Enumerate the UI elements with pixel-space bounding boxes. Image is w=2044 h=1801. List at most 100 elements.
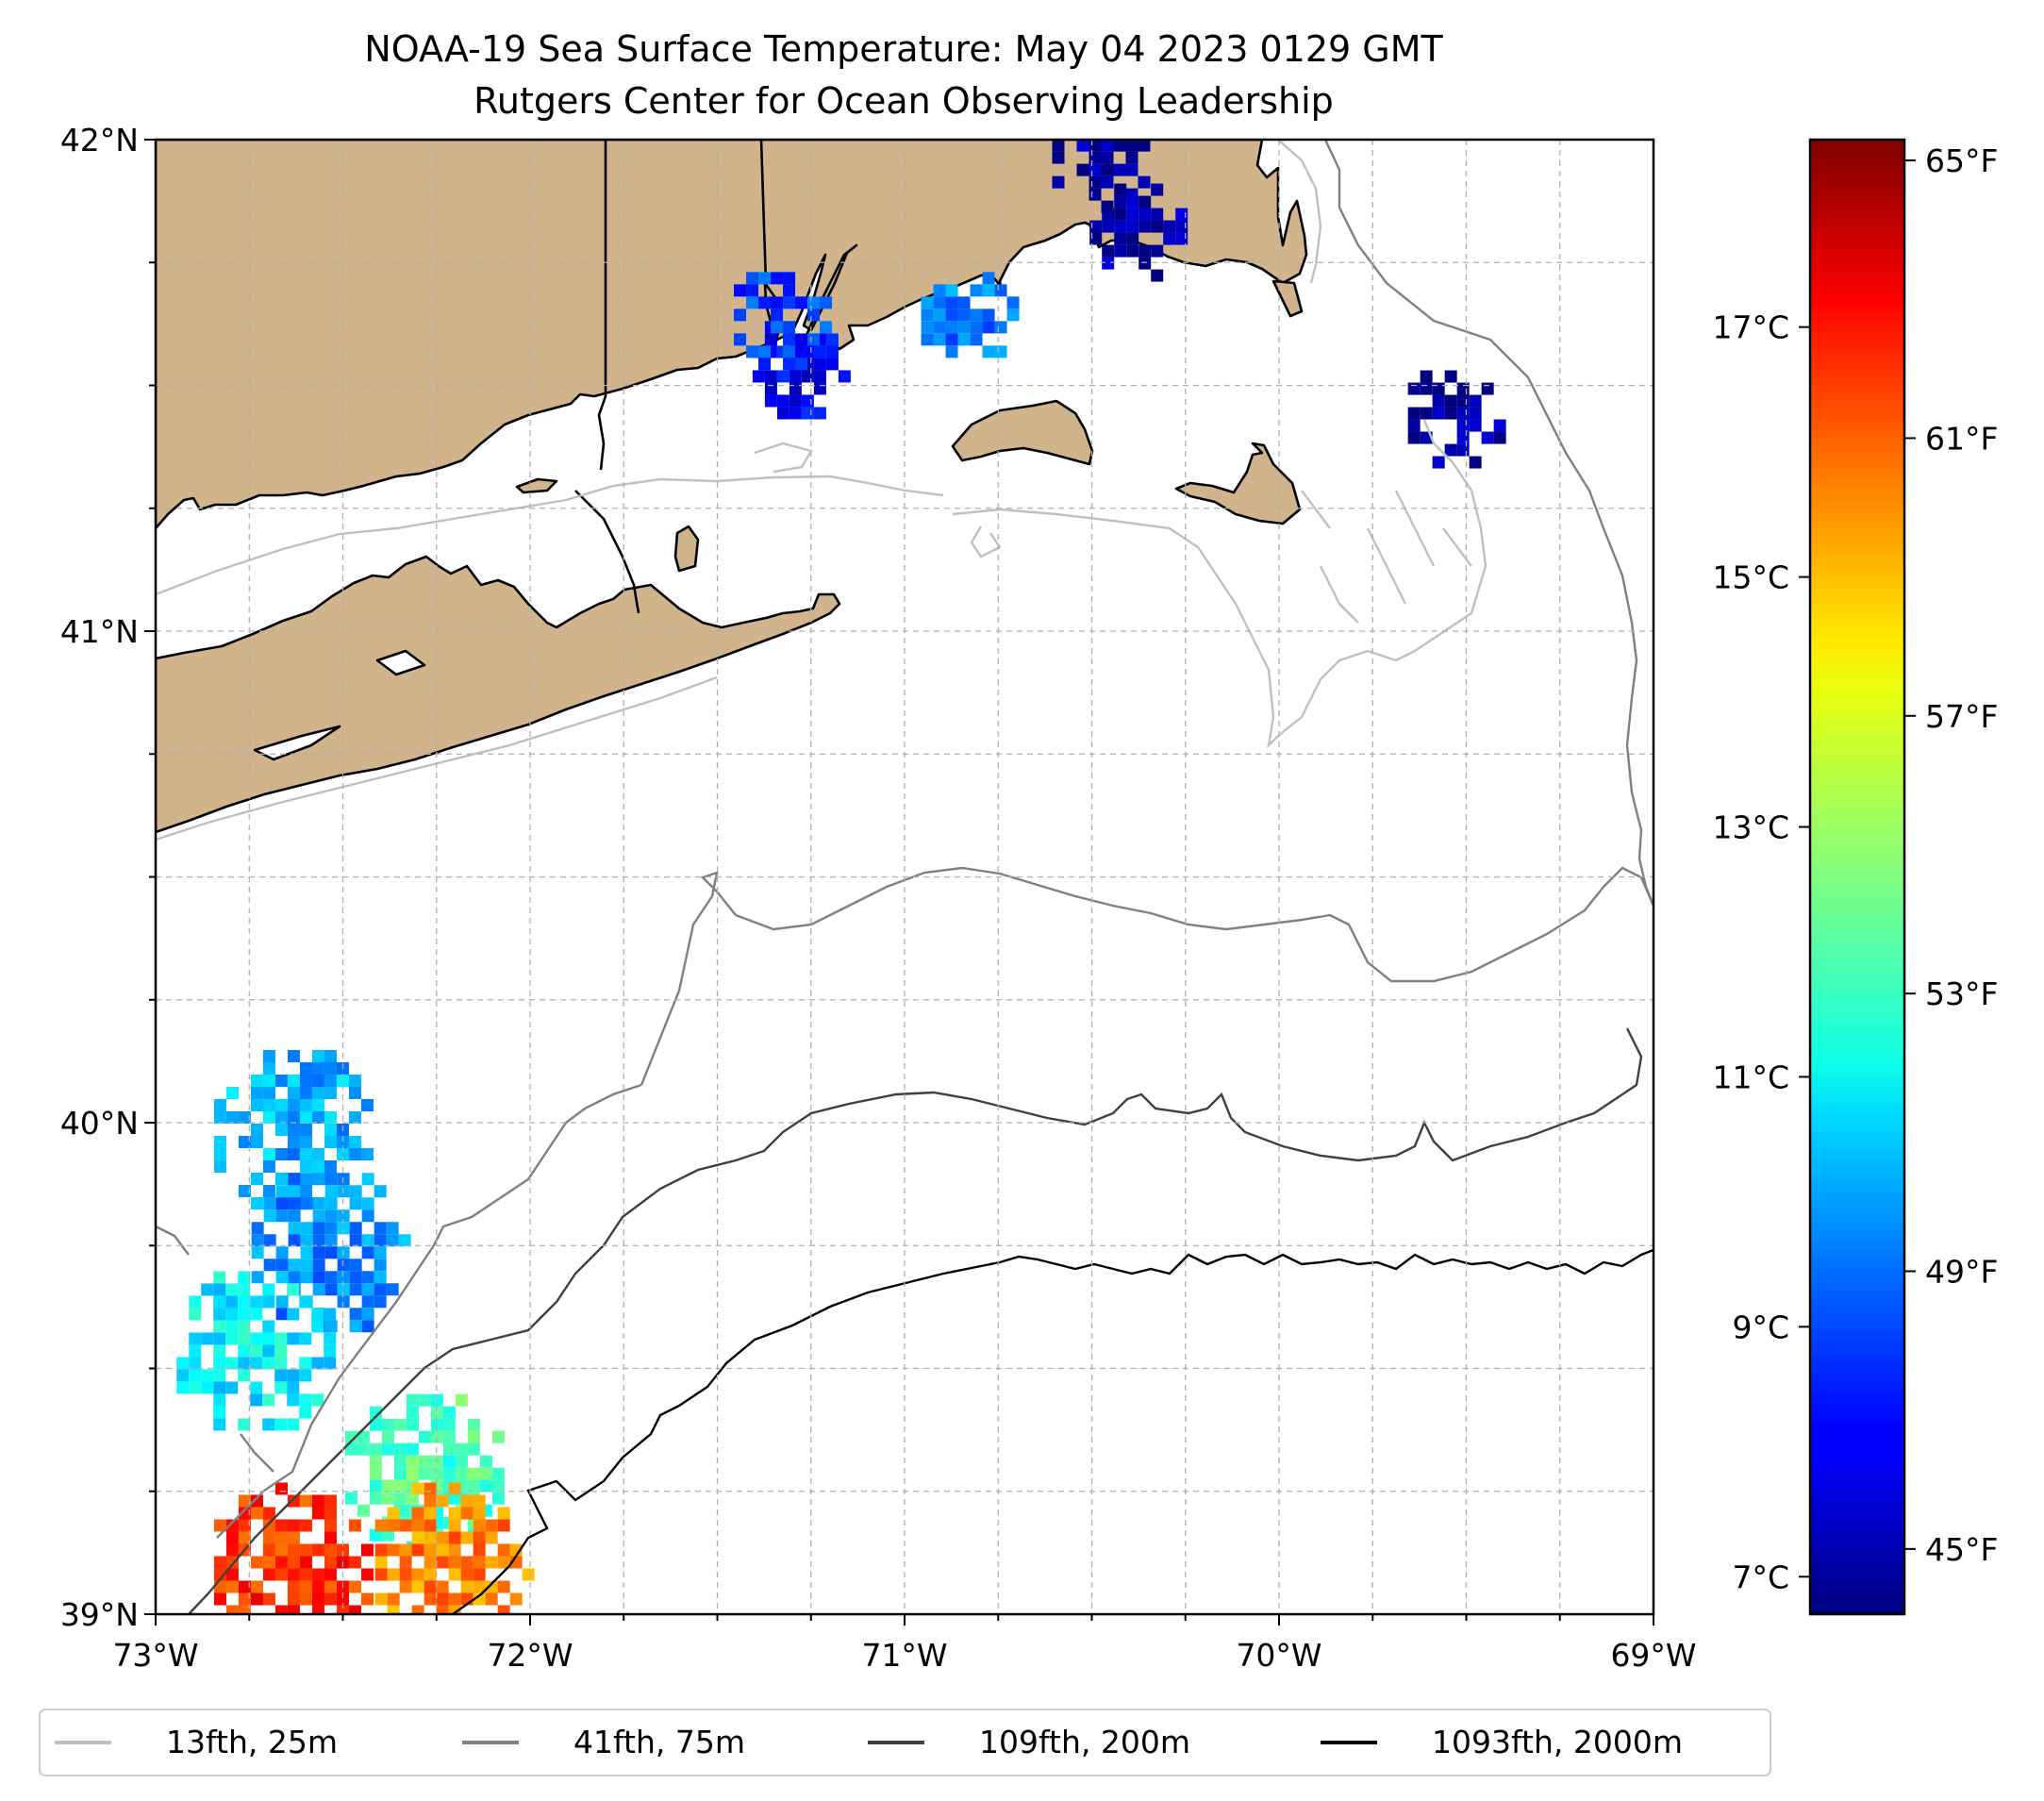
contour-25m-nantucket-shoals: [952, 419, 1487, 749]
sst-pixel: [225, 1332, 239, 1345]
sst-pixel: [299, 1332, 312, 1345]
sst-pixel: [1493, 431, 1506, 444]
sst-pixel: [349, 1271, 362, 1284]
sst-pixel: [982, 309, 995, 322]
sst-pixel: [225, 1580, 239, 1593]
sst-pixel: [982, 345, 995, 359]
sst-pixel: [275, 1308, 289, 1321]
sst-pixel: [238, 1271, 251, 1284]
sst-pixel: [213, 1519, 226, 1532]
sst-pixel: [1138, 220, 1152, 233]
sst-pixel: [1114, 244, 1127, 258]
sst-pixel: [348, 1111, 361, 1124]
sst-pixel: [288, 1259, 301, 1272]
sst-pixel: [424, 1593, 437, 1606]
sst-pixel: [789, 407, 802, 420]
sst-pixel: [746, 272, 759, 285]
sst-pixel: [374, 1234, 387, 1247]
sst-pixel: [189, 1369, 202, 1382]
contour-75m-nj: [156, 1225, 274, 1473]
sst-pixel: [324, 1344, 337, 1358]
sst-pixel: [336, 1593, 349, 1606]
sst-pixel: [374, 1271, 387, 1284]
sst-pixel: [250, 1556, 263, 1569]
sst-pixel: [1126, 220, 1139, 233]
sst-pixel: [1444, 370, 1457, 383]
sst-pixel: [1456, 382, 1470, 395]
sst-pixel: [324, 1197, 338, 1210]
sst-pixel: [349, 1185, 362, 1198]
sst-pixel: [764, 370, 777, 383]
sst-pixel: [369, 1455, 382, 1468]
sst-pixel: [467, 1430, 480, 1443]
sst-pixel: [262, 1087, 275, 1099]
sst-pixel: [176, 1357, 190, 1370]
contour-200m-shelf-edge: [424, 1027, 1643, 1369]
sst-pixel: [360, 1148, 374, 1160]
sst-pixel: [970, 333, 983, 346]
sst-pixel: [225, 1308, 239, 1321]
sst-pixel: [1088, 175, 1102, 189]
sst-pixel: [349, 1234, 362, 1247]
sst-patch: [213, 1050, 374, 1209]
sst-pixel: [783, 321, 796, 334]
sst-pixel: [411, 1580, 424, 1593]
sst-pixel: [1113, 163, 1126, 176]
sst-pixel: [734, 284, 747, 297]
legend-label: 41fth, 75m: [573, 1724, 745, 1760]
sst-pixel: [1432, 407, 1445, 420]
sst-pixel: [311, 1087, 324, 1099]
sst-pixel: [479, 1479, 492, 1492]
sst-pixel: [424, 1568, 437, 1581]
sst-data-layer: [176, 140, 1506, 1629]
sst-pixel: [238, 1593, 251, 1606]
sst-pixel: [299, 1406, 312, 1419]
sst-pixel: [262, 1393, 275, 1407]
sst-pixel: [348, 1136, 361, 1148]
sst-pixel: [994, 345, 1007, 359]
sst-pixel: [324, 1209, 338, 1223]
sst-pixel: [287, 1605, 300, 1614]
sst-pixel: [813, 407, 826, 420]
sst-pixel: [1138, 140, 1151, 152]
sst-pixel: [393, 1455, 407, 1468]
sst-pixel: [1481, 382, 1494, 395]
sst-pixel: [250, 1494, 263, 1508]
sst-pixel: [300, 1271, 313, 1284]
colorbar-celsius-label: 15°C: [1712, 559, 1789, 596]
sst-pixel: [467, 1479, 480, 1492]
sst-pixel: [311, 1357, 324, 1370]
sst-pixel: [274, 1111, 288, 1124]
sst-pixel: [324, 1332, 337, 1345]
sst-pixel: [312, 1173, 325, 1186]
sst-pixel: [344, 1430, 357, 1443]
sst-pixel: [311, 1308, 324, 1321]
sst-pixel: [250, 1308, 263, 1321]
sst-pixel: [324, 1507, 337, 1520]
sst-pixel: [1407, 431, 1421, 444]
sst-pixel: [287, 1332, 300, 1345]
sst-pixel: [369, 1467, 382, 1480]
sst-pixel: [460, 1568, 474, 1581]
sst-pixel: [474, 1617, 486, 1629]
sst-pixel: [287, 1393, 300, 1407]
sst-pixel: [1469, 419, 1482, 432]
sst-pixel: [424, 1556, 437, 1569]
sst-pixel: [442, 1467, 456, 1480]
sst-pixel: [838, 370, 851, 383]
sst-pixel: [360, 1568, 374, 1581]
sst-pixel: [771, 272, 784, 285]
sst-pixel: [213, 1295, 226, 1309]
sst-pixel: [921, 296, 934, 309]
sst-pixel: [250, 1124, 263, 1136]
sst-pixel: [251, 1222, 264, 1235]
sst-pixel: [406, 1455, 419, 1468]
sst-patch: [213, 1482, 374, 1614]
sst-pixel: [369, 1442, 382, 1456]
sst-pixel: [1444, 443, 1457, 457]
sst-pixel: [412, 1617, 424, 1629]
sst-pixel: [411, 1507, 424, 1520]
sst-pixel: [275, 1271, 289, 1284]
sst-pixel: [1175, 220, 1188, 233]
sst-pixel: [262, 1332, 275, 1345]
